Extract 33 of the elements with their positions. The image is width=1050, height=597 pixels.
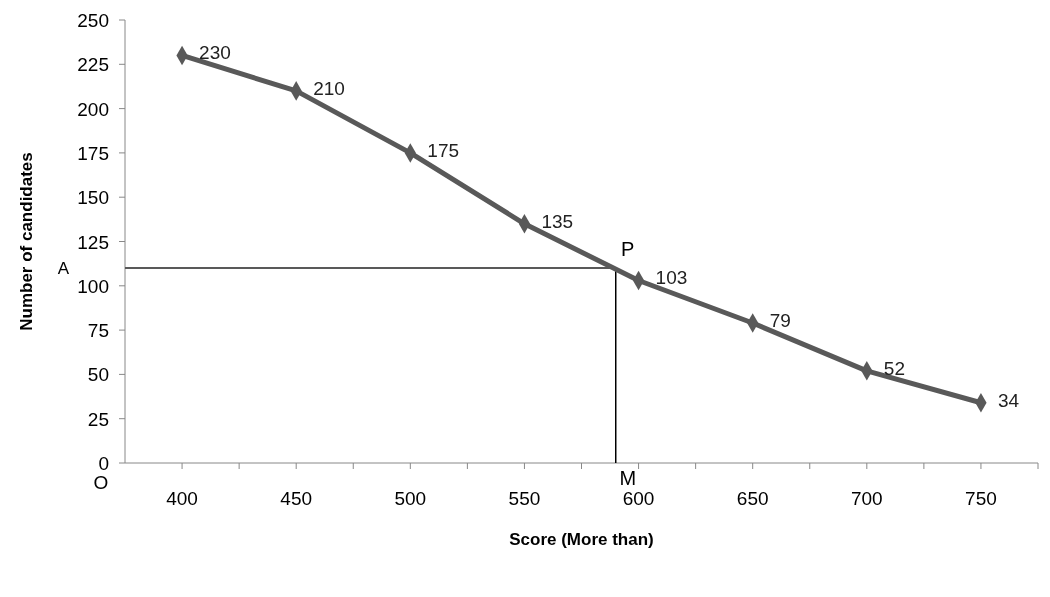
data-label: 175 xyxy=(427,139,460,161)
y-tick-label: 150 xyxy=(77,187,109,209)
y-tick-label: 50 xyxy=(87,364,109,386)
x-axis-title: Score (More than) xyxy=(509,530,654,549)
data-label: 103 xyxy=(655,267,688,289)
annotation: M xyxy=(619,467,637,489)
text: A xyxy=(57,259,70,279)
x-tick-label: 600 xyxy=(622,488,655,509)
y-tick-label: 25 xyxy=(87,408,109,430)
x-tick-label: 500 xyxy=(394,488,427,509)
y-tick-label: 225 xyxy=(77,54,109,76)
x-tick-label: 400 xyxy=(166,488,198,509)
y-tick-label: 175 xyxy=(77,142,109,164)
annotation: P xyxy=(621,238,635,261)
data-label: 34 xyxy=(997,389,1020,411)
y-tick-label: 200 xyxy=(77,98,109,120)
data-label: 79 xyxy=(769,310,791,332)
y-tick-label: 100 xyxy=(77,275,109,297)
y-tick-label: 75 xyxy=(87,320,109,342)
data-label: 210 xyxy=(313,77,345,99)
x-tick-label: 450 xyxy=(280,488,313,509)
y-axis-title: Number of candidates xyxy=(17,152,36,331)
y-tick-label: 125 xyxy=(77,231,109,253)
data-label: 52 xyxy=(883,357,905,379)
data-label: 135 xyxy=(541,210,574,232)
x-tick-label: 700 xyxy=(850,488,883,509)
x-tick-label: 550 xyxy=(508,488,541,509)
x-tick-label: 750 xyxy=(965,488,997,509)
x-tick-label: 650 xyxy=(736,488,769,509)
y-tick-label: 0 xyxy=(98,453,109,474)
text: O xyxy=(93,472,109,493)
y-tick-label: 250 xyxy=(77,10,109,31)
data-label: 230 xyxy=(199,42,231,64)
